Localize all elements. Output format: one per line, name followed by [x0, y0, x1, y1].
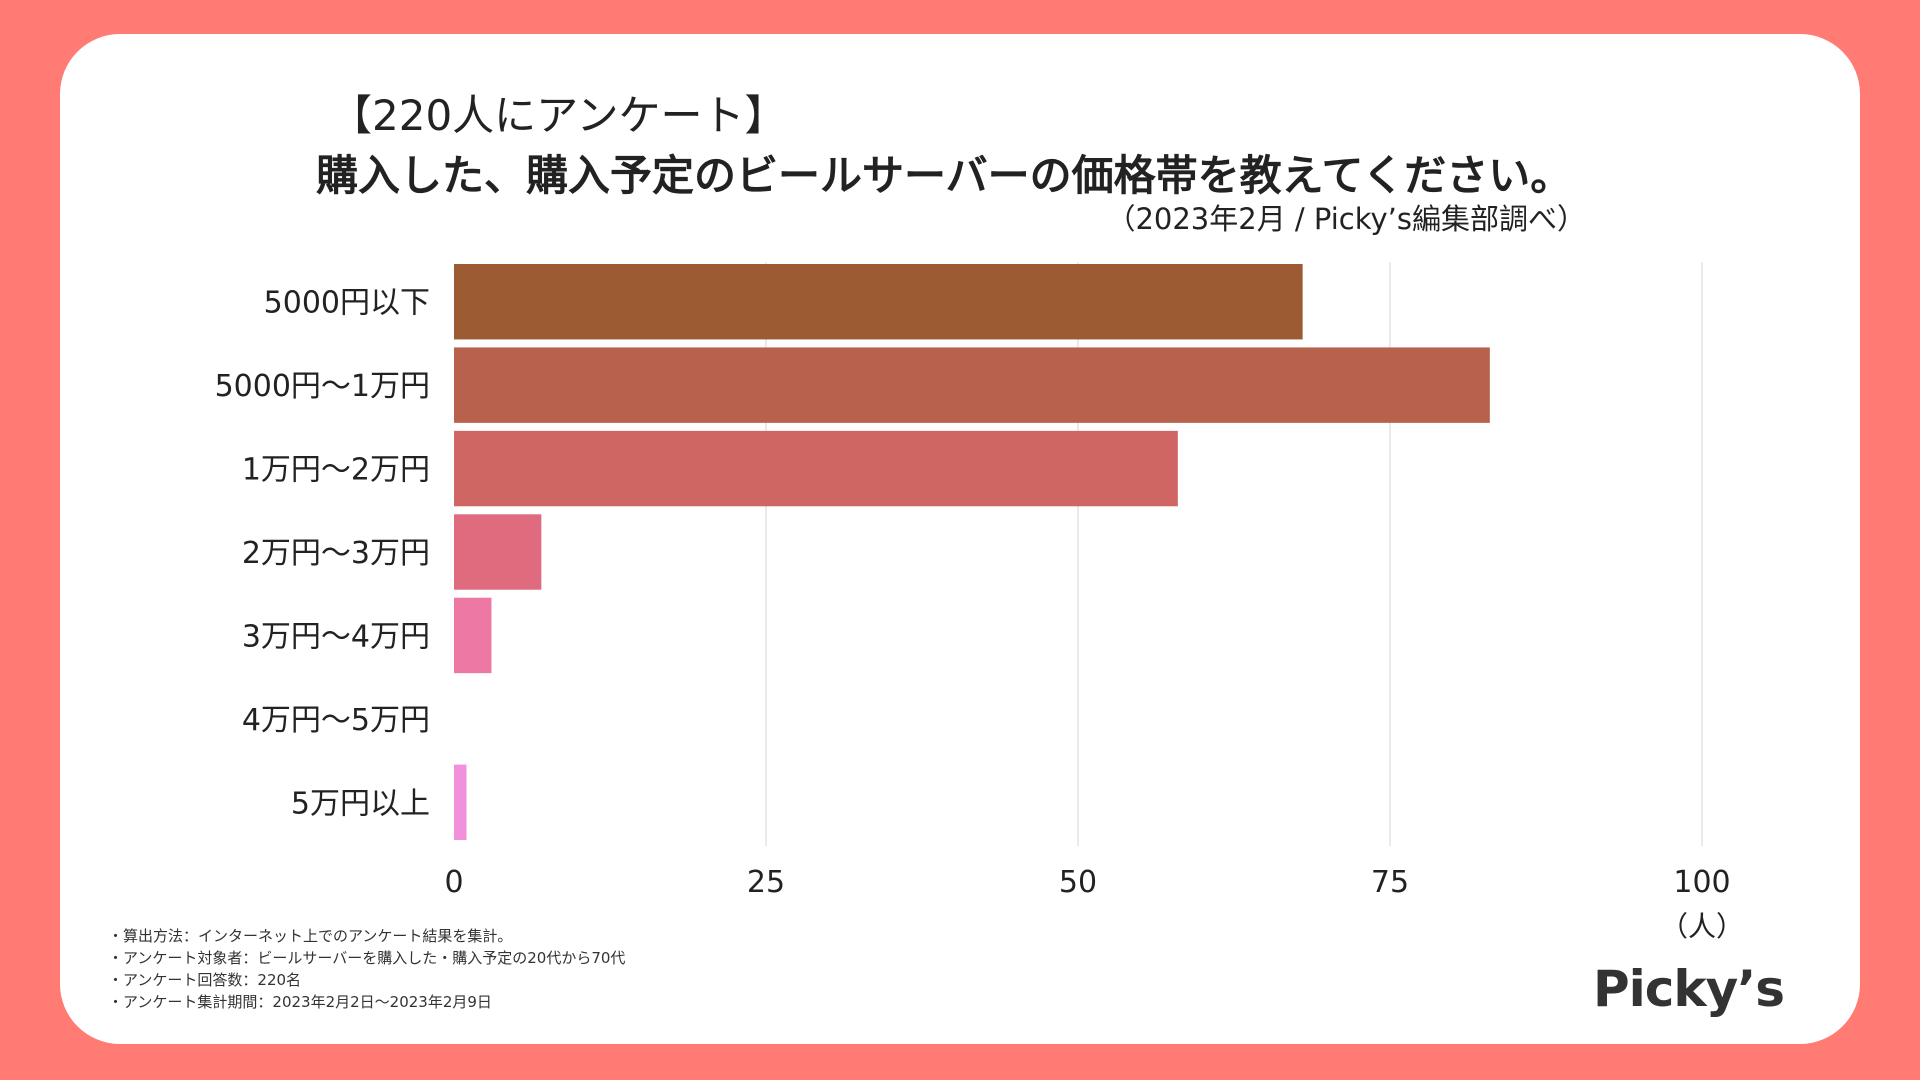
note-respondents: ・アンケート回答数：220名 [108, 971, 302, 989]
category-label-1: 5000円〜1万円 [215, 369, 430, 404]
chart-source: （2023年2月 / Picky’s編集部調べ） [1106, 202, 1586, 236]
chart-title-survey: 【220人にアンケート】 [330, 91, 787, 140]
x-tick-label-50: 50 [1059, 865, 1097, 900]
brand-logo: Picky’s [1592, 960, 1785, 1018]
note-period: ・アンケート集計期間：2023年2月2日〜2023年2月9日 [108, 993, 492, 1011]
x-axis-unit-label: （人） [1660, 910, 1744, 943]
category-label-4: 3万円〜4万円 [242, 619, 430, 654]
bars [454, 264, 1490, 840]
category-label-6: 5万円以上 [291, 786, 430, 821]
bar-6 [454, 764, 467, 840]
chart-title-question: 購入した、購入予定のビールサーバーの価格帯を教えてください。 [316, 151, 1573, 200]
category-label-2: 1万円〜2万円 [242, 453, 430, 488]
bar-0 [454, 264, 1303, 340]
x-tick-label-25: 25 [747, 865, 785, 900]
category-label-0: 5000円以下 [264, 286, 430, 321]
note-target: ・アンケート対象者：ビールサーバーを購入した・購入予定の20代から70代 [108, 949, 626, 967]
x-tick-label-100: 100 [1673, 865, 1730, 900]
x-tick-labels: 0 25 50 75 100 [444, 865, 1730, 900]
category-labels: 5000円以下 5000円〜1万円 1万円〜2万円 2万円〜3万円 3万円〜4万円 4万円… [215, 286, 430, 822]
note-method: ・算出方法：インターネット上でのアンケート結果を集計。 [108, 927, 513, 945]
bar-4 [454, 597, 492, 674]
x-tick-label-75: 75 [1371, 865, 1409, 900]
bar-2 [454, 430, 1178, 507]
bar-1 [454, 347, 1490, 423]
bar-3 [454, 514, 542, 590]
chart-card [60, 34, 1860, 1044]
survey-notes: ・算出方法：インターネット上でのアンケート結果を集計。 ・アンケート対象者：ビー… [108, 925, 625, 1013]
x-tick-label-0: 0 [444, 865, 463, 900]
category-label-3: 2万円〜3万円 [242, 536, 430, 571]
category-label-5: 4万円〜5万円 [242, 703, 430, 738]
